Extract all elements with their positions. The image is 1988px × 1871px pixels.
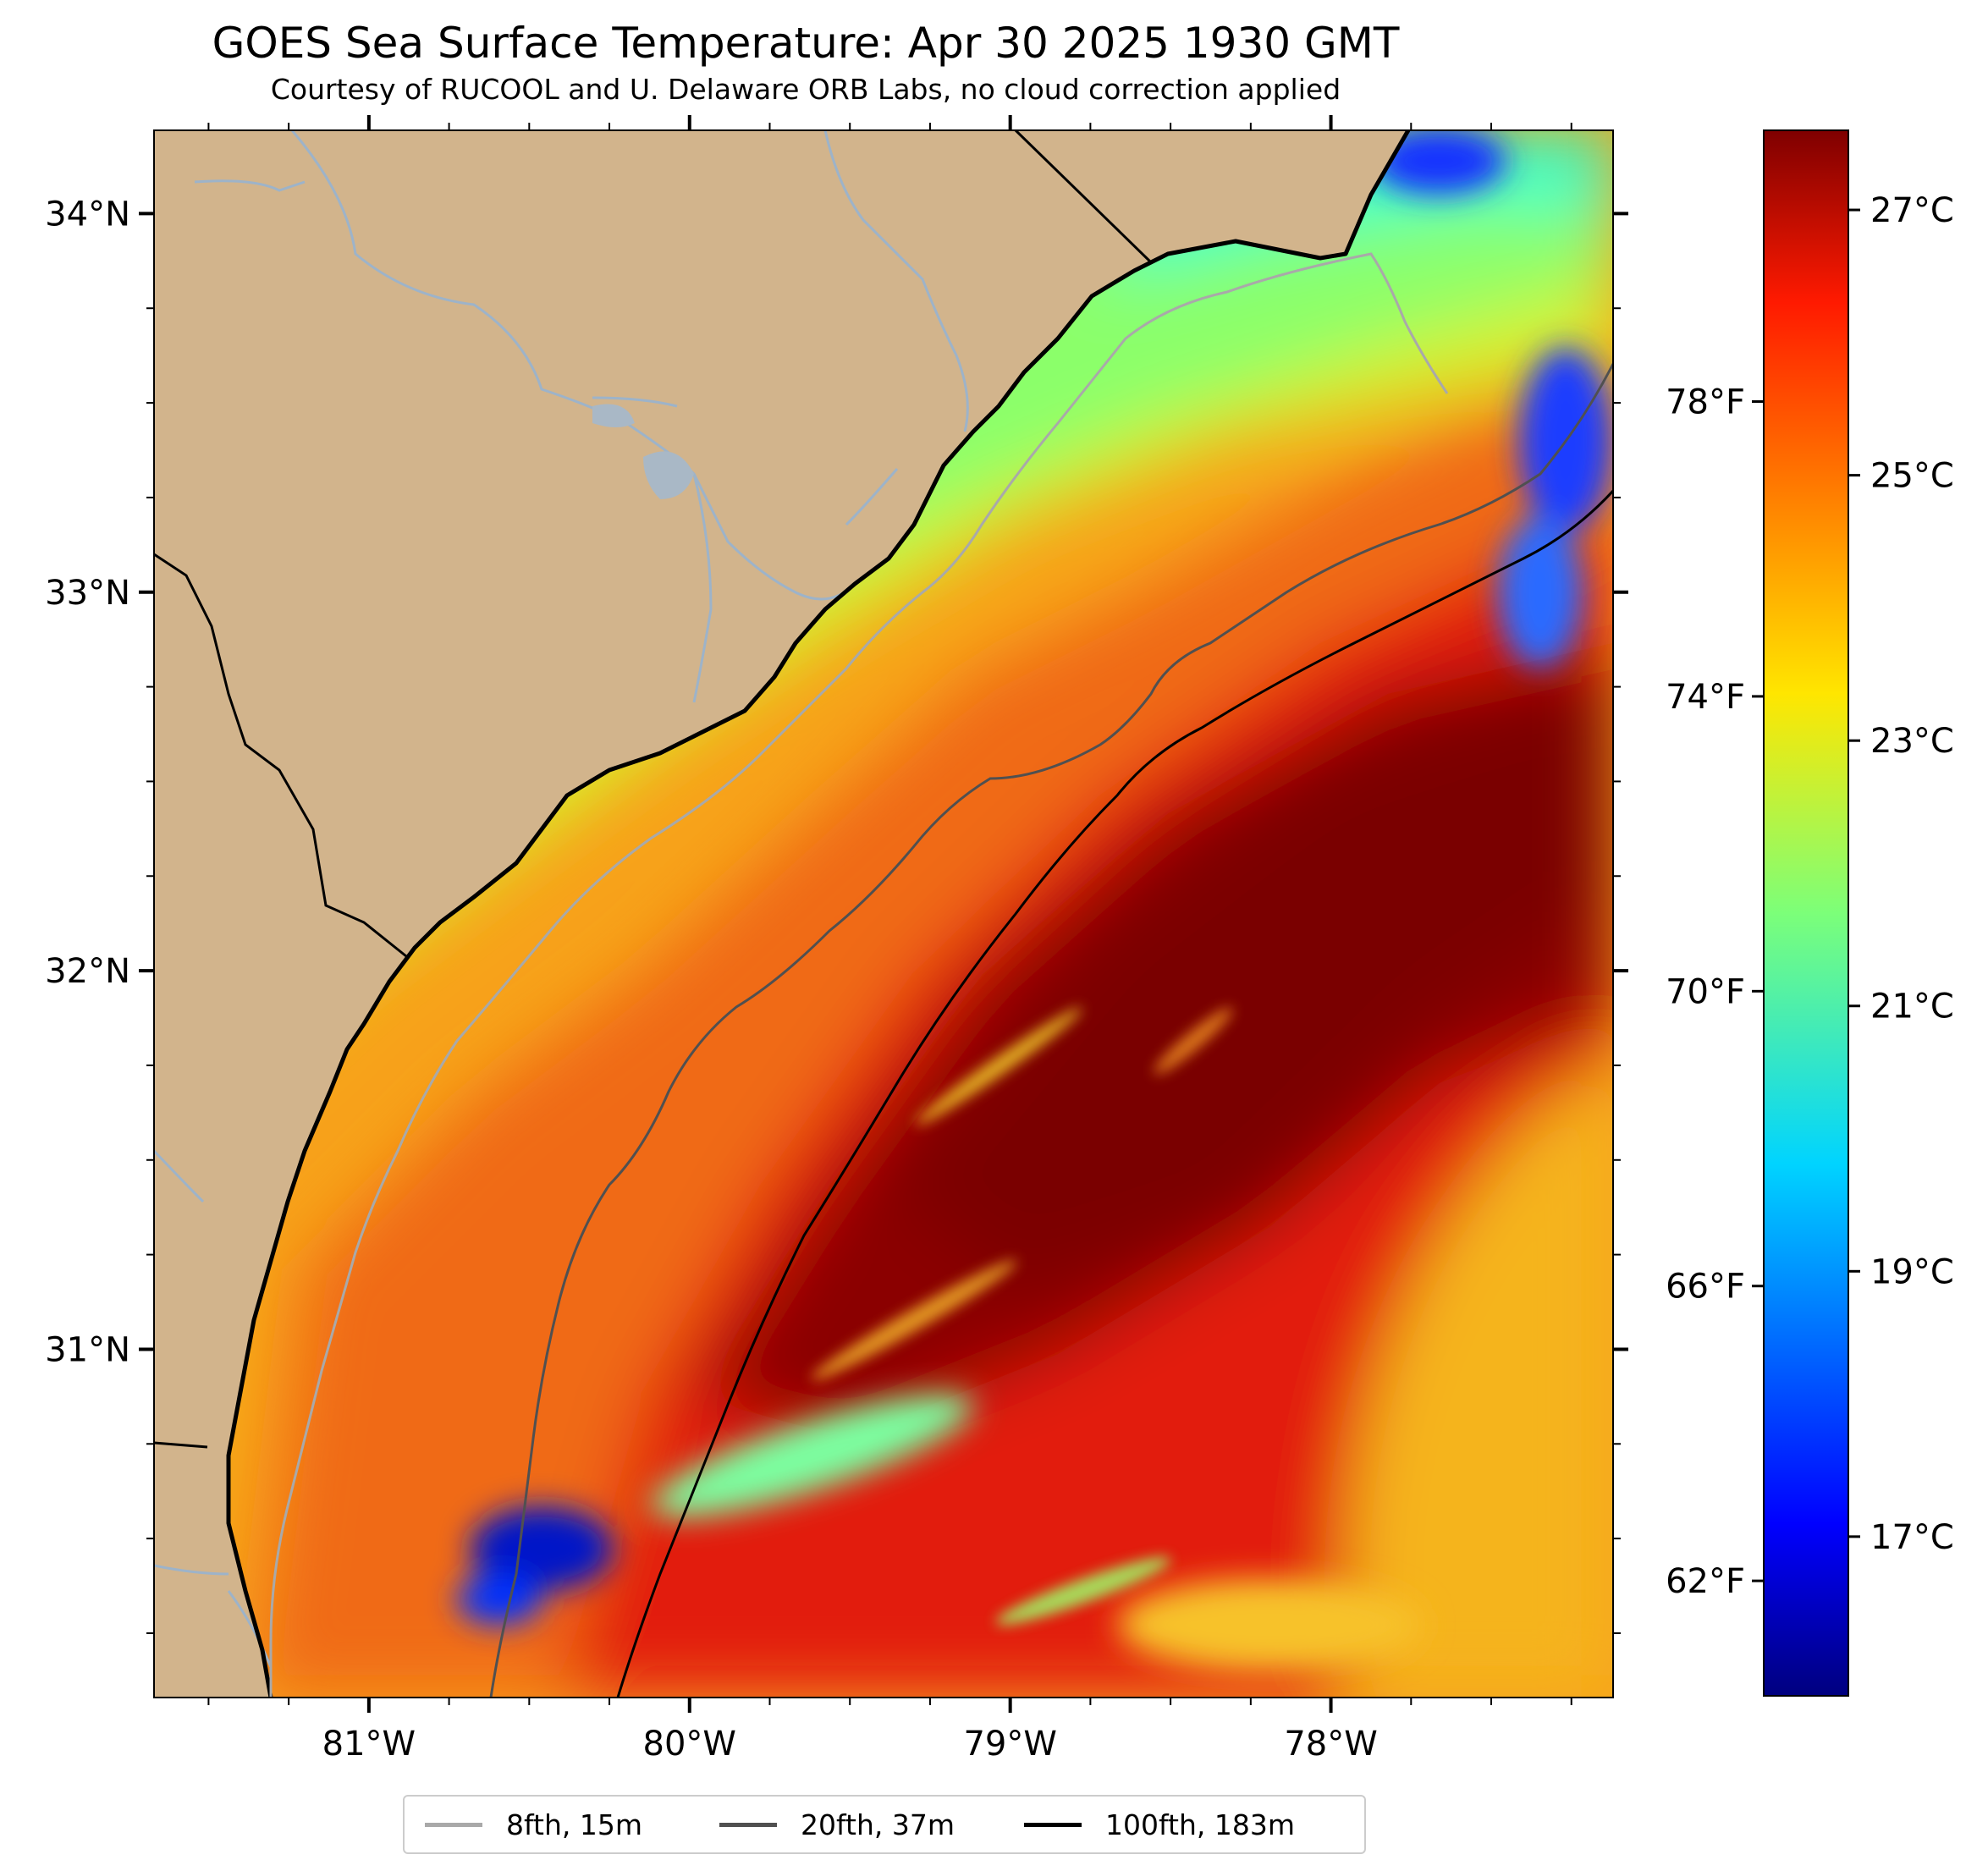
legend-label: 20fth, 37m (801, 1808, 955, 1841)
colorbar (1763, 129, 1849, 1697)
colorbar-celsius-axis: 17°C 19°C 21°C 23°C 25°C 27°C (1848, 191, 1954, 1557)
legend-label: 8fth, 15m (506, 1808, 643, 1841)
legend-item-20fth: 20fth, 37m (719, 1797, 955, 1852)
coastline (226, 130, 1411, 1698)
lake-moultrie (592, 404, 635, 427)
colorbar-fahrenheit-axis: 62°F 66°F 70°F 74°F 78°F (1666, 383, 1764, 1601)
legend-swatch (425, 1822, 482, 1827)
colorbar-c-tick-label: 21°C (1870, 988, 1954, 1026)
state-boundaries (154, 130, 1153, 1449)
colorbar-c-tick-label: 25°C (1870, 457, 1954, 496)
lon-tick-label: 80°W (643, 1725, 736, 1764)
colorbar-c-tick-label: 19°C (1870, 1252, 1954, 1291)
colorbar-c-tick-label: 27°C (1870, 191, 1954, 230)
lon-tick-label: 79°W (963, 1725, 1056, 1764)
colorbar-f-tick-label: 78°F (1666, 383, 1745, 422)
lon-tick-label: 81°W (322, 1725, 416, 1764)
lat-tick-label: 34°N (45, 195, 130, 234)
colorbar-f-tick-label: 66°F (1666, 1268, 1745, 1307)
colorbar-f-tick-label: 70°F (1666, 972, 1745, 1011)
legend-item-8fth: 8fth, 15m (425, 1797, 642, 1852)
colorbar-f-tick-label: 62°F (1666, 1562, 1745, 1601)
isobath-8fth (269, 252, 1449, 1698)
legend-item-100fth: 100fth, 183m (1024, 1797, 1295, 1852)
lat-tick-label: 31°N (45, 1330, 130, 1369)
lake-marion (643, 451, 694, 499)
colorbar-f-tick-label: 74°F (1666, 678, 1745, 717)
page-title: GOES Sea Surface Temperature: Apr 30 202… (212, 19, 1400, 68)
isobath-legend: 8fth, 15m 20fth, 37m 100fth, 183m (403, 1795, 1366, 1854)
colorbar-c-tick-label: 17°C (1870, 1518, 1954, 1557)
lat-tick-label: 33°N (45, 574, 130, 613)
map-area (154, 130, 1613, 1698)
rivers (154, 130, 969, 1668)
colorbar-c-tick-label: 23°C (1870, 722, 1954, 761)
lat-axis: 34°N 33°N 32°N 31°N (45, 195, 1628, 1634)
map-frame (153, 129, 1614, 1698)
legend-swatch (719, 1822, 777, 1827)
legend-label: 100fth, 183m (1105, 1808, 1295, 1841)
isobath-100fth (616, 489, 1613, 1698)
lon-axis: 81°W 80°W 79°W 78°W (207, 115, 1572, 1764)
page-subtitle: Courtesy of RUCOOL and U. Delaware ORB L… (270, 73, 1341, 106)
land-mass (154, 130, 1408, 1698)
legend-swatch (1024, 1822, 1082, 1827)
lat-tick-label: 32°N (45, 952, 130, 991)
lon-tick-label: 78°W (1284, 1725, 1377, 1764)
isobath-20fth (489, 363, 1613, 1698)
